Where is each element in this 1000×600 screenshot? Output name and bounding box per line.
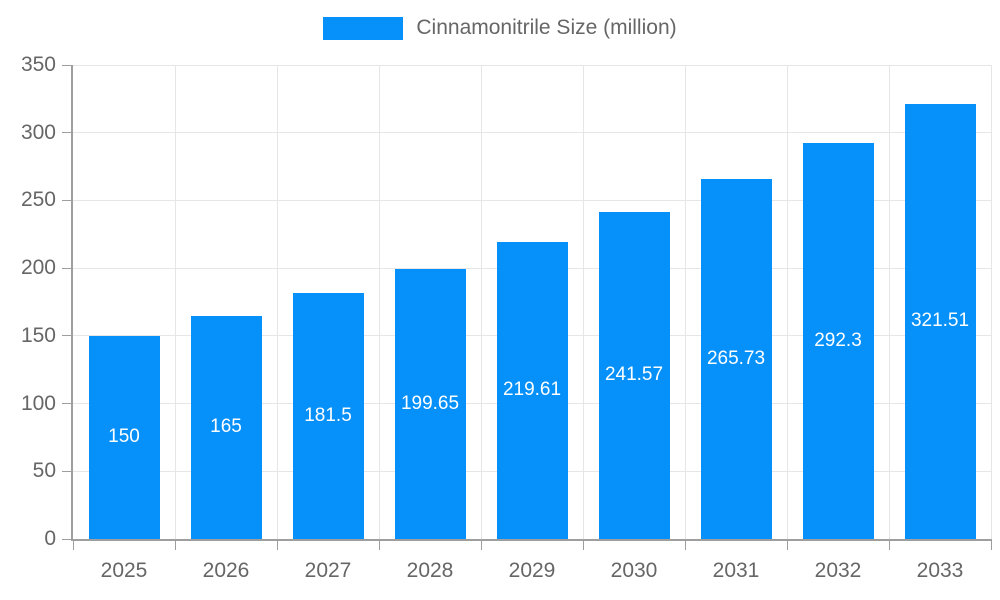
x-gridline (990, 65, 992, 539)
bar-value-label: 292.3 (814, 330, 862, 352)
x-gridline (276, 65, 278, 539)
bar-2026[interactable] (190, 315, 262, 539)
bar-2029[interactable] (496, 241, 568, 539)
y-axis-label: 200 (20, 256, 56, 280)
x-gridline (480, 65, 482, 539)
bar-value-label: 181.5 (304, 405, 352, 427)
bar-value-label: 150 (108, 426, 140, 448)
bar-value-label: 219.61 (502, 379, 562, 401)
bar-value-label: 199.65 (400, 392, 460, 414)
y-axis-label: 50 (32, 459, 56, 483)
x-gridline (684, 65, 686, 539)
x-axis-label: 2032 (814, 559, 862, 582)
y-axis-tick (62, 403, 73, 405)
x-axis-tick (990, 539, 992, 550)
x-axis-label: 2029 (508, 559, 556, 582)
bar-2030[interactable] (598, 211, 670, 539)
y-axis-label: 300 (20, 120, 56, 144)
bar-value-label: 265.73 (706, 348, 766, 370)
bar-2032[interactable] (802, 143, 874, 539)
legend-item[interactable]: Cinnamonitrile Size (million) (0, 16, 1000, 40)
y-gridline (73, 64, 991, 66)
x-axis-tick (276, 539, 278, 550)
bar-2027[interactable] (292, 293, 364, 539)
x-axis-label: 2030 (610, 559, 658, 582)
bar-2025[interactable] (88, 335, 160, 539)
y-gridline (73, 199, 991, 201)
x-axis-tick (378, 539, 380, 550)
x-axis-tick (72, 539, 74, 550)
y-axis-label: 0 (44, 527, 56, 550)
x-gridline (582, 65, 584, 539)
y-axis-label: 250 (20, 188, 56, 212)
y-axis-tick (62, 64, 73, 66)
bar-value-label: 241.57 (604, 364, 664, 386)
x-axis-tick (480, 539, 482, 550)
y-axis-tick (62, 199, 73, 201)
y-axis-label: 350 (20, 53, 56, 76)
y-axis-tick (62, 470, 73, 472)
bar-value-label: 165 (210, 416, 242, 438)
x-gridline (888, 65, 890, 539)
x-axis-label: 2027 (304, 559, 352, 582)
bar-2028[interactable] (394, 268, 466, 539)
legend-label: Cinnamonitrile Size (million) (416, 16, 677, 39)
x-gridline (786, 65, 788, 539)
x-axis-label: 2026 (202, 559, 250, 582)
y-gridline (73, 132, 991, 134)
y-axis-tick (62, 538, 73, 540)
bar-2033[interactable] (904, 103, 976, 539)
y-axis-label: 150 (20, 323, 56, 347)
x-axis-label: 2031 (712, 559, 760, 582)
x-axis-label: 2025 (100, 559, 148, 582)
x-axis-tick (888, 539, 890, 550)
x-gridline (174, 65, 176, 539)
x-gridline (378, 65, 380, 539)
y-axis-tick (62, 267, 73, 269)
y-axis-tick (62, 132, 73, 134)
x-axis-tick (786, 539, 788, 550)
x-axis-tick (582, 539, 584, 550)
x-axis-label: 2028 (406, 559, 454, 582)
legend-swatch (323, 16, 404, 40)
y-axis-label: 100 (20, 391, 56, 415)
bar-2031[interactable] (700, 179, 772, 539)
bar-value-label: 321.51 (910, 310, 970, 332)
x-axis-tick (684, 539, 686, 550)
y-axis-tick (62, 335, 73, 337)
x-axis-tick (174, 539, 176, 550)
x-axis-line (71, 539, 991, 541)
y-axis-line (71, 65, 73, 539)
x-axis-label: 2033 (916, 559, 964, 582)
